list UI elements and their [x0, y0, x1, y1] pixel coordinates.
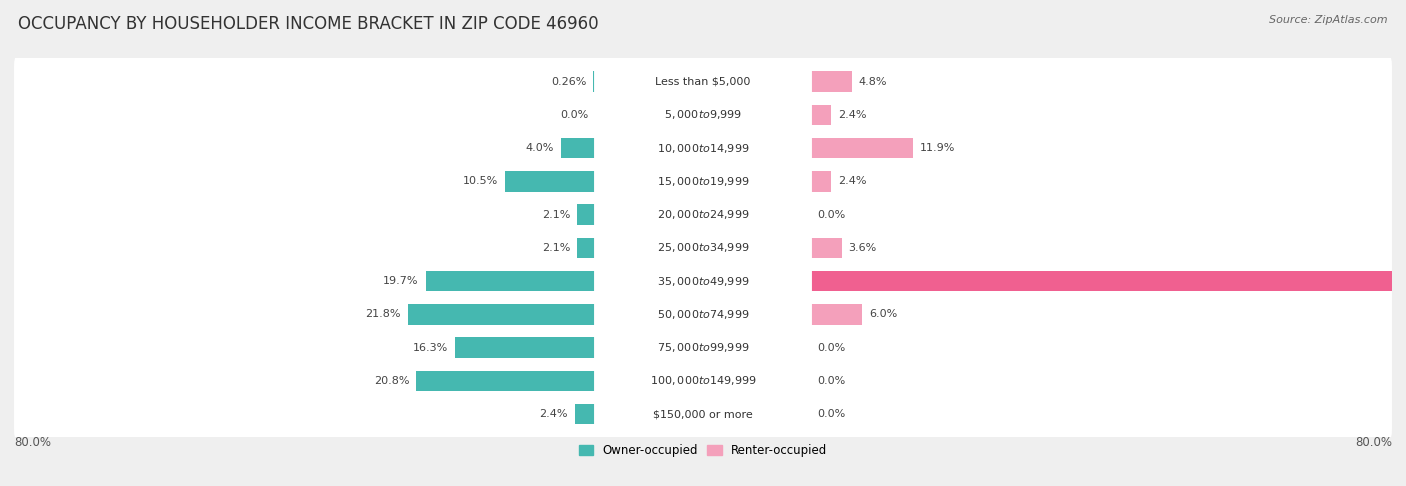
Bar: [578, 204, 595, 225]
Bar: [408, 304, 595, 325]
FancyBboxPatch shape: [14, 322, 1392, 373]
Bar: [811, 271, 1406, 292]
Text: $10,000 to $14,999: $10,000 to $14,999: [657, 141, 749, 155]
FancyBboxPatch shape: [14, 356, 1392, 406]
Text: $50,000 to $74,999: $50,000 to $74,999: [657, 308, 749, 321]
Text: 21.8%: 21.8%: [366, 310, 401, 319]
Text: 0.0%: 0.0%: [817, 376, 846, 386]
Bar: [575, 404, 595, 424]
Bar: [416, 370, 595, 391]
Text: 6.0%: 6.0%: [869, 310, 897, 319]
Bar: [811, 304, 862, 325]
Text: 19.7%: 19.7%: [384, 276, 419, 286]
Bar: [811, 238, 842, 258]
Text: $25,000 to $34,999: $25,000 to $34,999: [657, 242, 749, 254]
Legend: Owner-occupied, Renter-occupied: Owner-occupied, Renter-occupied: [574, 439, 832, 462]
Text: OCCUPANCY BY HOUSEHOLDER INCOME BRACKET IN ZIP CODE 46960: OCCUPANCY BY HOUSEHOLDER INCOME BRACKET …: [18, 15, 599, 33]
Text: 80.0%: 80.0%: [1355, 436, 1392, 449]
FancyBboxPatch shape: [14, 123, 1392, 174]
Text: 2.1%: 2.1%: [541, 209, 571, 220]
Text: $15,000 to $19,999: $15,000 to $19,999: [657, 175, 749, 188]
FancyBboxPatch shape: [595, 132, 811, 164]
Bar: [811, 104, 831, 125]
Bar: [578, 238, 595, 258]
Text: 0.26%: 0.26%: [551, 77, 586, 87]
FancyBboxPatch shape: [595, 199, 811, 230]
Text: $75,000 to $99,999: $75,000 to $99,999: [657, 341, 749, 354]
Bar: [811, 171, 831, 191]
Text: 4.0%: 4.0%: [526, 143, 554, 153]
Text: 16.3%: 16.3%: [413, 343, 449, 353]
Text: $35,000 to $49,999: $35,000 to $49,999: [657, 275, 749, 288]
Text: 2.4%: 2.4%: [838, 176, 866, 186]
FancyBboxPatch shape: [595, 331, 811, 364]
Text: 2.4%: 2.4%: [838, 110, 866, 120]
FancyBboxPatch shape: [14, 289, 1392, 340]
Text: Less than $5,000: Less than $5,000: [655, 77, 751, 87]
Bar: [811, 138, 912, 158]
FancyBboxPatch shape: [14, 256, 1392, 306]
Bar: [593, 71, 595, 92]
Text: 2.1%: 2.1%: [541, 243, 571, 253]
Text: $20,000 to $24,999: $20,000 to $24,999: [657, 208, 749, 221]
FancyBboxPatch shape: [14, 190, 1392, 240]
Bar: [456, 337, 595, 358]
Text: 0.0%: 0.0%: [817, 209, 846, 220]
FancyBboxPatch shape: [14, 89, 1392, 140]
FancyBboxPatch shape: [595, 165, 811, 197]
FancyBboxPatch shape: [595, 99, 811, 131]
FancyBboxPatch shape: [595, 232, 811, 264]
FancyBboxPatch shape: [595, 298, 811, 330]
FancyBboxPatch shape: [595, 398, 811, 430]
Text: $5,000 to $9,999: $5,000 to $9,999: [664, 108, 742, 122]
Text: 80.0%: 80.0%: [14, 436, 51, 449]
FancyBboxPatch shape: [14, 156, 1392, 207]
FancyBboxPatch shape: [595, 365, 811, 397]
Text: 11.9%: 11.9%: [920, 143, 956, 153]
FancyBboxPatch shape: [595, 66, 811, 98]
Text: 0.0%: 0.0%: [817, 343, 846, 353]
FancyBboxPatch shape: [14, 223, 1392, 273]
Text: 20.8%: 20.8%: [374, 376, 409, 386]
Bar: [426, 271, 595, 292]
Text: $150,000 or more: $150,000 or more: [654, 409, 752, 419]
Text: 0.0%: 0.0%: [560, 110, 589, 120]
Text: 2.4%: 2.4%: [540, 409, 568, 419]
Text: 0.0%: 0.0%: [817, 409, 846, 419]
Bar: [505, 171, 595, 191]
Text: 4.8%: 4.8%: [859, 77, 887, 87]
Text: Source: ZipAtlas.com: Source: ZipAtlas.com: [1270, 15, 1388, 25]
Bar: [561, 138, 595, 158]
FancyBboxPatch shape: [595, 265, 811, 297]
Bar: [811, 71, 852, 92]
FancyBboxPatch shape: [14, 56, 1392, 107]
FancyBboxPatch shape: [14, 389, 1392, 439]
Text: 3.6%: 3.6%: [849, 243, 877, 253]
Text: 10.5%: 10.5%: [463, 176, 498, 186]
Text: $100,000 to $149,999: $100,000 to $149,999: [650, 374, 756, 387]
